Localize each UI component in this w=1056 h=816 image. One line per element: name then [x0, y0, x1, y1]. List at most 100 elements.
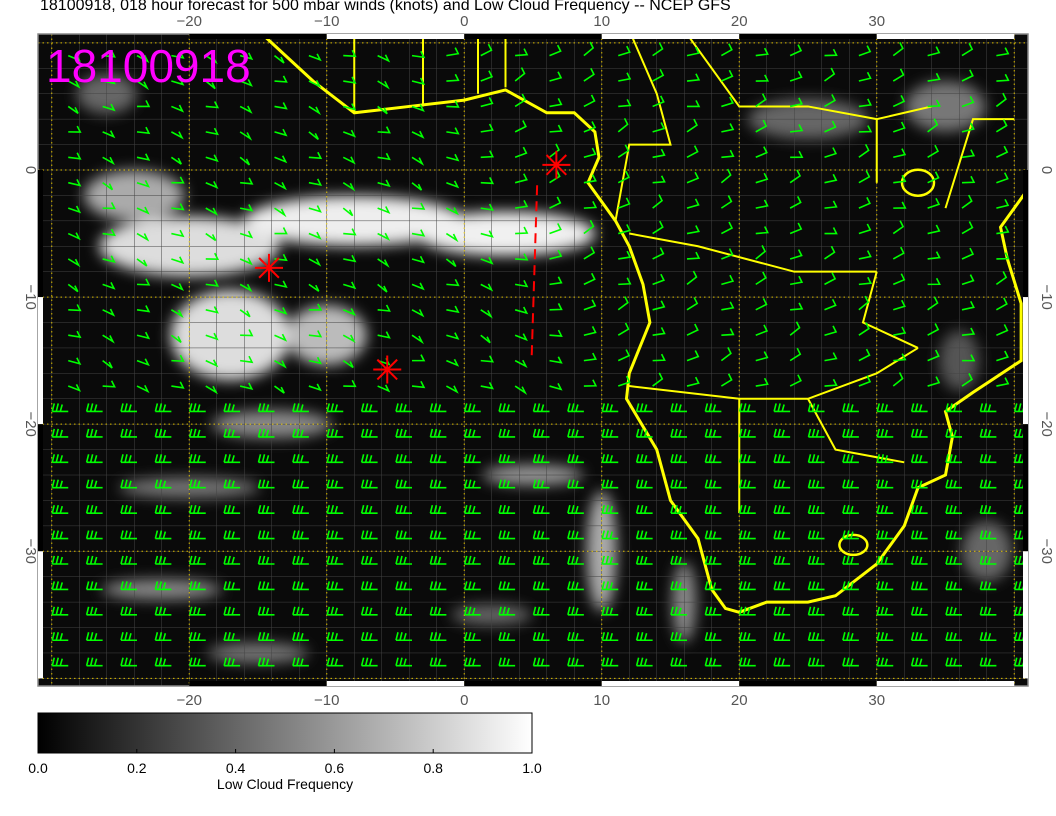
wind-barb [102, 255, 116, 263]
wind-barb [979, 657, 997, 667]
wind-barb [789, 249, 803, 260]
wind-barb [308, 151, 323, 160]
wind-barb [755, 74, 770, 82]
wind-barb [1013, 632, 1028, 642]
wind-barb [85, 632, 103, 642]
wind-barb [395, 530, 412, 540]
wind-barb [51, 632, 69, 642]
wind-barb [463, 428, 481, 438]
wind-barb [842, 657, 859, 667]
wind-barb [360, 428, 378, 438]
wind-barb [927, 277, 941, 286]
wind-barb [463, 530, 481, 540]
wind-barb [498, 454, 516, 464]
wind-barb [480, 309, 493, 319]
wind-barb [721, 69, 734, 82]
wind-barb [686, 251, 701, 260]
frame-bar [876, 34, 1015, 39]
wind-barb [395, 428, 412, 438]
wind-barb [721, 274, 735, 286]
wind-barb [996, 225, 1010, 235]
wind-barb [824, 173, 838, 184]
wind-barb [205, 154, 219, 163]
wind-barb [171, 176, 185, 184]
wind-barb [170, 309, 184, 318]
wind-barb [308, 131, 319, 140]
wind-barb [1031, 44, 1042, 55]
wind-barb [67, 258, 81, 268]
wind-barb [1031, 276, 1043, 285]
wind-barb [188, 581, 206, 591]
wind-barb [360, 606, 378, 616]
wind-barb [480, 283, 494, 292]
wind-barb [240, 355, 254, 364]
wind-barb [773, 403, 791, 413]
colorbar-tick-label: 0.2 [127, 760, 147, 776]
wind-barb [102, 50, 116, 58]
wind-barb [738, 632, 756, 642]
cloud-blob [170, 290, 291, 381]
wind-barb [171, 381, 185, 389]
frame-bar [1023, 424, 1028, 552]
wind-barb [240, 177, 254, 185]
wind-barb [892, 372, 904, 387]
wind-barb [205, 80, 216, 90]
wind-barb [85, 581, 103, 591]
wind-barb [85, 504, 103, 514]
wind-barb [205, 207, 219, 216]
wind-barb [617, 197, 631, 209]
wind-barb [514, 359, 528, 369]
wind-barb [893, 174, 907, 184]
wind-barb [308, 231, 322, 240]
wind-barb [635, 504, 653, 514]
wind-barb [411, 50, 426, 59]
wind-barb [343, 49, 357, 58]
colorbar-tick-label: 0.6 [325, 760, 345, 776]
wind-barb [360, 504, 378, 514]
wind-barb [583, 219, 595, 235]
wind-barb [858, 276, 873, 286]
wind-barb [51, 606, 69, 616]
frame-bar [38, 297, 43, 425]
wind-barb [532, 530, 550, 540]
wind-barb [842, 504, 859, 514]
wind-barb [996, 198, 1010, 209]
wind-barb [670, 606, 687, 616]
wind-barb [480, 70, 494, 82]
wind-barb [532, 657, 550, 667]
wind-barb [223, 530, 241, 540]
wind-barb [789, 44, 803, 57]
wind-barb [240, 329, 254, 337]
plot-title: 18100918, 018 hour forecast for 500 mbar… [40, 0, 731, 14]
wind-barb [463, 454, 481, 464]
wind-barb [549, 223, 562, 235]
wind-barb [601, 479, 619, 489]
wind-barb [720, 346, 732, 362]
wind-barb [205, 127, 219, 136]
wind-barb [635, 479, 653, 489]
wind-barb [292, 504, 309, 514]
wind-barb [824, 325, 838, 336]
wind-barb [618, 72, 632, 82]
wind-barb [910, 581, 928, 591]
wind-barb [773, 657, 791, 667]
wind-barb [1013, 555, 1028, 565]
wind-barb [292, 428, 309, 438]
wind-barb [807, 555, 825, 565]
wind-barb [154, 454, 172, 464]
wind-barb [308, 303, 323, 311]
frame-bar [739, 34, 877, 39]
wind-barb [412, 354, 426, 362]
wind-barb [429, 454, 447, 464]
wind-barb [945, 581, 962, 591]
wind-barb [961, 300, 975, 311]
wind-barb [686, 118, 698, 133]
wind-barb [205, 232, 217, 242]
wind-barb [567, 504, 584, 514]
wind-barb [532, 428, 550, 438]
frame-bar [326, 34, 465, 39]
wind-barb [480, 203, 495, 212]
wind-barb [807, 657, 825, 667]
wind-barb [257, 530, 275, 540]
wind-barb [773, 479, 791, 489]
